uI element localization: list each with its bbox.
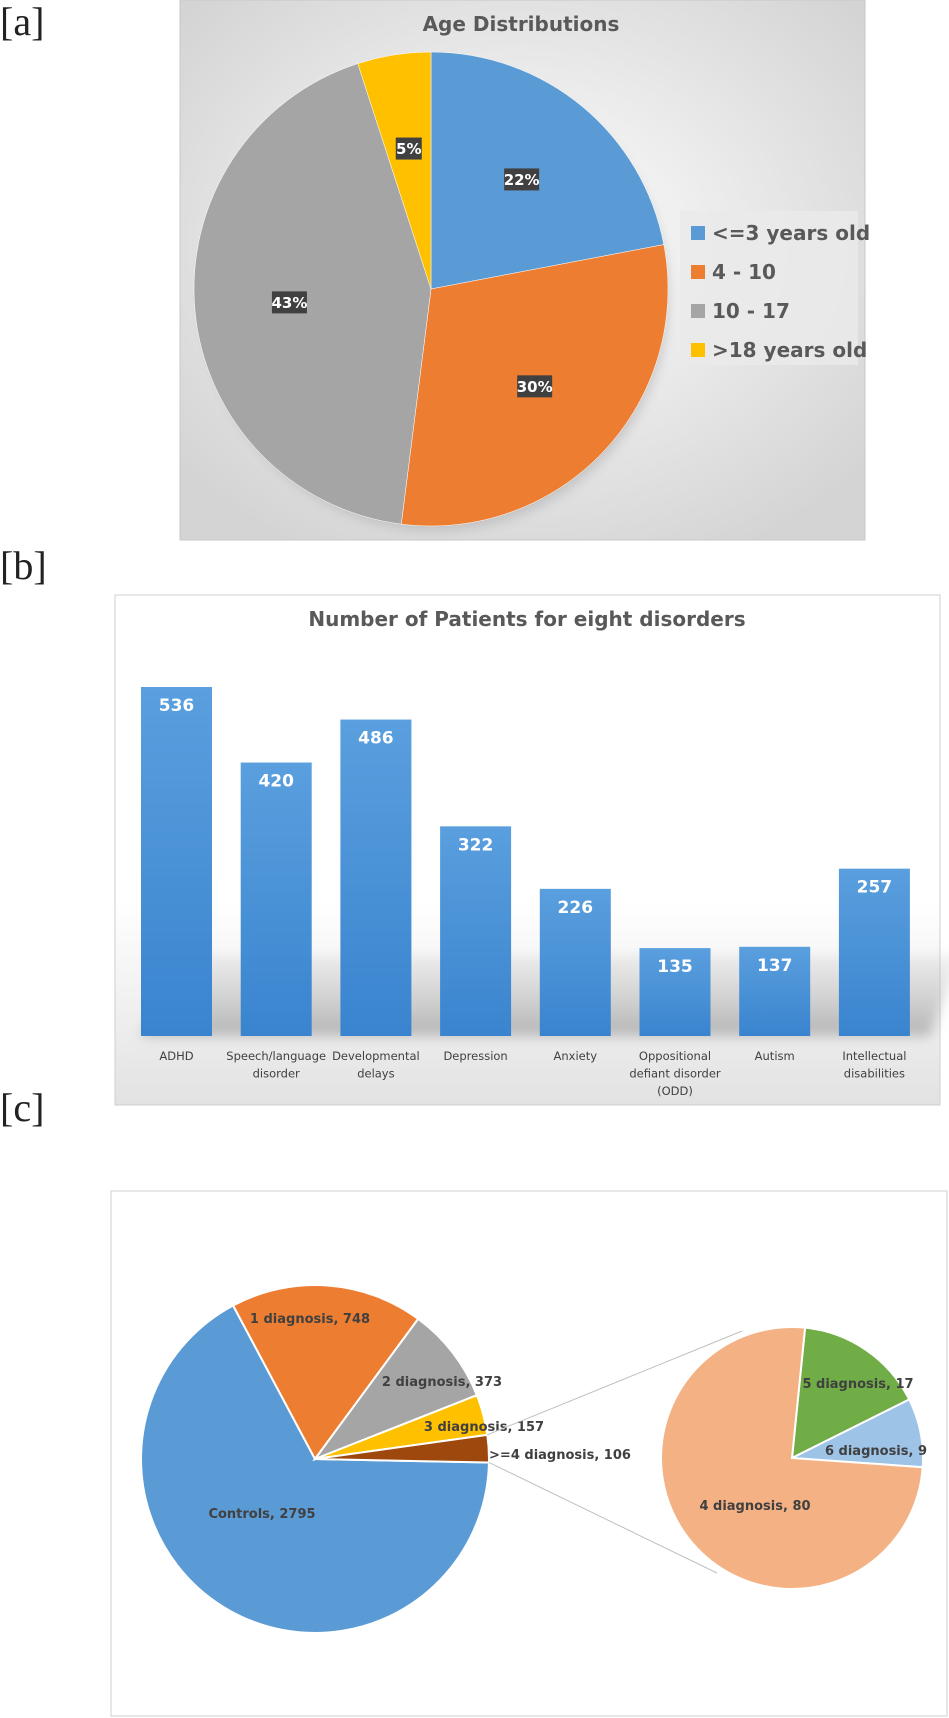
age-data-label-4-10: 30%	[517, 378, 553, 396]
bar-developmental-delays	[340, 719, 412, 1036]
bar-value-depression: 322	[458, 835, 494, 855]
bar-value-developmental-delays: 486	[358, 729, 394, 749]
bar-category-label-developmental-delays: delays	[357, 1067, 394, 1081]
age-data-label-bg	[271, 291, 307, 314]
bar-autism	[739, 946, 811, 1036]
age-data-label-bg	[504, 168, 540, 191]
bar-adhd	[141, 687, 212, 1036]
bar-category-label-oppositional-defiant-disorder-odd: (ODD)	[657, 1084, 693, 1098]
chart-a-title: Age Distributions	[423, 12, 620, 36]
age-legend-swatch-3-years-old	[691, 226, 705, 240]
bar-value-adhd: 536	[159, 696, 195, 716]
age-data-label-bg	[395, 137, 422, 160]
bar-category-label-intellectual-disabilities: Intellectual	[842, 1049, 906, 1063]
subpie-label-5-diagnosis: 5 diagnosis, 17	[802, 1377, 913, 1392]
diagnosis-label-1-diagnosis: 1 diagnosis, 748	[250, 1312, 370, 1327]
subpie-slice-5-diagnosis	[790, 1326, 911, 1460]
bar-category-label-speech-language-disorder: disorder	[253, 1067, 300, 1081]
age-legend-swatch-18-years-old	[691, 343, 705, 357]
age-legend-box	[680, 211, 858, 365]
subpie-label-4-diagnosis: 4 diagnosis, 80	[699, 1499, 810, 1514]
age-data-label-10-17: 43%	[271, 294, 307, 312]
bar-oppositional-defiant-disorder-odd	[639, 948, 711, 1036]
bar-depression	[440, 826, 512, 1036]
diagnosis-slice-controls	[140, 1304, 490, 1634]
chart-b-title: Number of Patients for eight disorders	[308, 607, 745, 631]
age-legend-item-10-17: 10 - 17	[712, 299, 790, 323]
panel-b-label: [b]	[0, 543, 47, 588]
bar-value-autism: 137	[757, 956, 793, 976]
bar-category-label-anxiety: Anxiety	[554, 1049, 598, 1063]
subpie-connector-top	[487, 1330, 743, 1436]
panel-c-label: [c]	[0, 1085, 45, 1130]
diagnosis-subpie: 4 diagnosis, 80 5 diagnosis, 17 6 diagnosi…	[487, 1326, 927, 1590]
disorders-bars: 536 ADHD 420 Speech/language disorder 486 Deve…	[141, 687, 949, 1098]
subpie-slice-4-diagnosis	[660, 1326, 924, 1590]
bar-speech-language-disorder	[240, 762, 312, 1036]
bar-value-intellectual-disabilities: 257	[857, 878, 893, 898]
age-legend-item-3-years-old: <=3 years old	[712, 221, 870, 245]
age-slice-3-years-old	[430, 51, 665, 290]
diagnosis-pie: Controls, 2795 1 diagnosis, 748 2 diagnosi…	[140, 1284, 631, 1634]
bar-value-speech-language-disorder: 420	[258, 772, 294, 792]
subpie-label-6-diagnosis: 6 diagnosis, 9	[825, 1444, 927, 1459]
age-legend-item-18-years-old: >18 years old	[712, 338, 867, 362]
age-slice-10-17	[193, 63, 432, 525]
age-pie: 22% 30% 43% 5%	[193, 51, 669, 527]
age-data-label-bg	[517, 375, 553, 398]
diagnosis-label-2-diagnosis: 2 diagnosis, 373	[382, 1375, 502, 1390]
bar-category-label-adhd: ADHD	[159, 1049, 193, 1063]
diagnosis-label-controls: Controls, 2795	[208, 1507, 315, 1522]
diagnosis-label-4-diagnosis: >=4 diagnosis, 106	[489, 1448, 631, 1463]
age-data-label-18-years-old: 5%	[396, 140, 421, 158]
subpie-connector-bottom	[488, 1462, 718, 1574]
bar-category-label-oppositional-defiant-disorder-odd: Oppositional	[639, 1049, 711, 1063]
age-legend-swatch-10-17	[691, 304, 705, 318]
diagnosis-slice-1-diagnosis	[231, 1284, 420, 1461]
diagnosis-label-3-diagnosis: 3 diagnosis, 157	[424, 1420, 544, 1435]
bar-category-label-oppositional-defiant-disorder-odd: defiant disorder	[629, 1067, 721, 1081]
panel-a-label: [a]	[0, 0, 45, 44]
bar-value-anxiety: 226	[558, 898, 594, 918]
bar-anxiety	[539, 888, 611, 1036]
bar-category-label-intellectual-disabilities: disabilities	[844, 1067, 905, 1081]
age-data-label-3-years-old: 22%	[504, 171, 540, 189]
age-slice-18-years-old	[357, 51, 432, 290]
bar-category-label-autism: Autism	[755, 1049, 795, 1063]
bar-intellectual-disabilities	[838, 868, 910, 1036]
bar-category-label-developmental-delays: Developmental	[332, 1049, 420, 1063]
age-legend-swatch-4-10	[691, 265, 705, 279]
age-legend-item-4-10: 4 - 10	[712, 260, 776, 284]
bar-value-oppositional-defiant-disorder-odd: 135	[657, 957, 693, 977]
age-legend: <=3 years old 4 - 10 10 - 17 >18 years old	[680, 211, 870, 365]
bar-category-label-depression: Depression	[443, 1049, 507, 1063]
bar-category-label-speech-language-disorder: Speech/language	[226, 1049, 326, 1063]
diagnosis-slice-2-diagnosis	[312, 1317, 479, 1462]
